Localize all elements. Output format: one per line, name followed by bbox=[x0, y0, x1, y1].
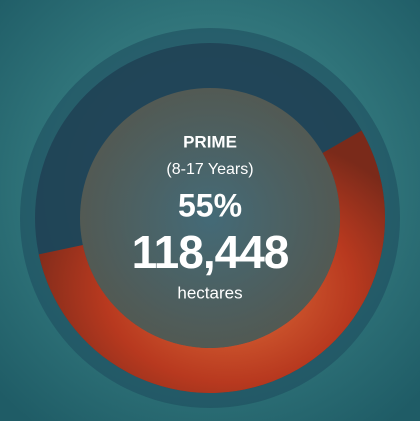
ring-center bbox=[80, 88, 340, 348]
segment-subtitle: (8-17 Years) bbox=[166, 161, 253, 178]
segment-title: PRIME bbox=[183, 132, 237, 151]
donut-segment bbox=[38, 130, 386, 394]
amount: 118,448 bbox=[132, 226, 289, 278]
percent-label: 55% bbox=[178, 187, 242, 223]
unit: hectares bbox=[177, 283, 242, 302]
